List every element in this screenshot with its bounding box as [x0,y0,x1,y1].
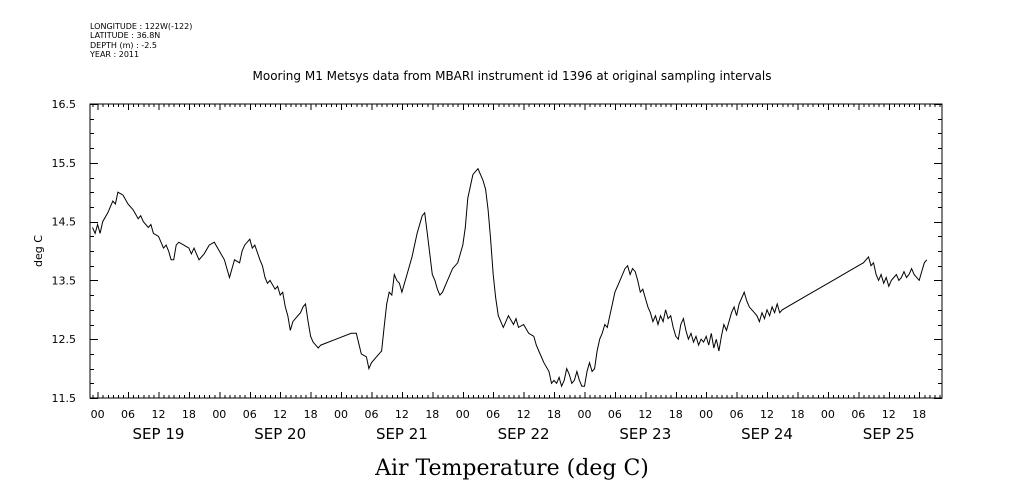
latitude-label: LATITUDE : 36.8N [90,31,161,41]
depth-label: DEPTH (m) : -2.5 [90,40,157,50]
y-tick-label: 12.5 [52,333,77,346]
x-hour-label: 00 [699,408,713,421]
x-day-label: SEP 24 [741,425,793,443]
x-day-label: SEP 20 [254,425,306,443]
x-day-label: SEP 19 [133,425,185,443]
y-tick-label: 15.5 [52,157,77,170]
x-hour-label: 00 [212,408,226,421]
x-hour-label: 00 [577,408,591,421]
y-axis-label: deg C [32,235,45,267]
x-hour-label: 12 [882,408,896,421]
x-day-label: SEP 21 [376,425,428,443]
x-hour-label: 06 [608,408,622,421]
metadata-block: LONGITUDE : 122W(-122) LATITUDE : 36.8N … [90,22,192,60]
x-hour-label: 18 [425,408,439,421]
x-hour-label: 18 [790,408,804,421]
x-hour-label: 00 [456,408,470,421]
x-hour-label: 12 [395,408,409,421]
plot-frame [89,103,943,399]
x-hour-label: 00 [821,408,835,421]
y-tick-label: 13.5 [52,274,77,287]
x-hour-label: 06 [486,408,500,421]
x-hour-label: 06 [730,408,744,421]
x-axis-caption: Air Temperature (deg C) [374,456,649,481]
x-hour-label: 18 [304,408,318,421]
x-day-label: SEP 23 [619,425,671,443]
year-label: YEAR : 2011 [90,50,140,60]
y-tick-label: 16.5 [52,98,77,111]
x-day-label: SEP 22 [498,425,550,443]
x-hour-label: 12 [760,408,774,421]
x-hour-label: 12 [517,408,531,421]
x-hour-label: 06 [243,408,257,421]
x-hour-label: 12 [151,408,165,421]
x-tick-labels: 00 06 12 18 00 06 12 18 00 06 12 18 00 06 12 18 00 06 12 18… [91,408,927,421]
series-line [92,167,928,388]
x-hour-label: 06 [121,408,135,421]
longitude-label: LONGITUDE : 122W(-122) [90,22,193,31]
y-tick-label: 14.5 [52,216,77,229]
x-hour-label: 06 [364,408,378,421]
y-tick-label: 11.5 [52,392,77,405]
x-hour-label: 18 [912,408,926,421]
x-hour-label: 18 [182,408,196,421]
x-hour-label: 18 [669,408,683,421]
x-hour-label: 00 [91,408,105,421]
x-hour-label: 06 [851,408,865,421]
x-hour-label: 12 [273,408,287,421]
x-hour-label: 18 [547,408,561,421]
x-hour-label: 12 [638,408,652,421]
day-labels: SEP 19 SEP 20 SEP 21 SEP 22 SEP 23 SEP 24 SEP … [133,425,915,443]
y-tick-labels: 11.5 12.5 13.5 14.5 15.5 16.5 [52,98,77,405]
x-day-label: SEP 25 [863,425,915,443]
x-hour-label: 00 [334,408,348,421]
chart-title: Mooring M1 Metsys data from MBARI instru… [253,69,772,83]
axis-ticks [90,104,942,399]
